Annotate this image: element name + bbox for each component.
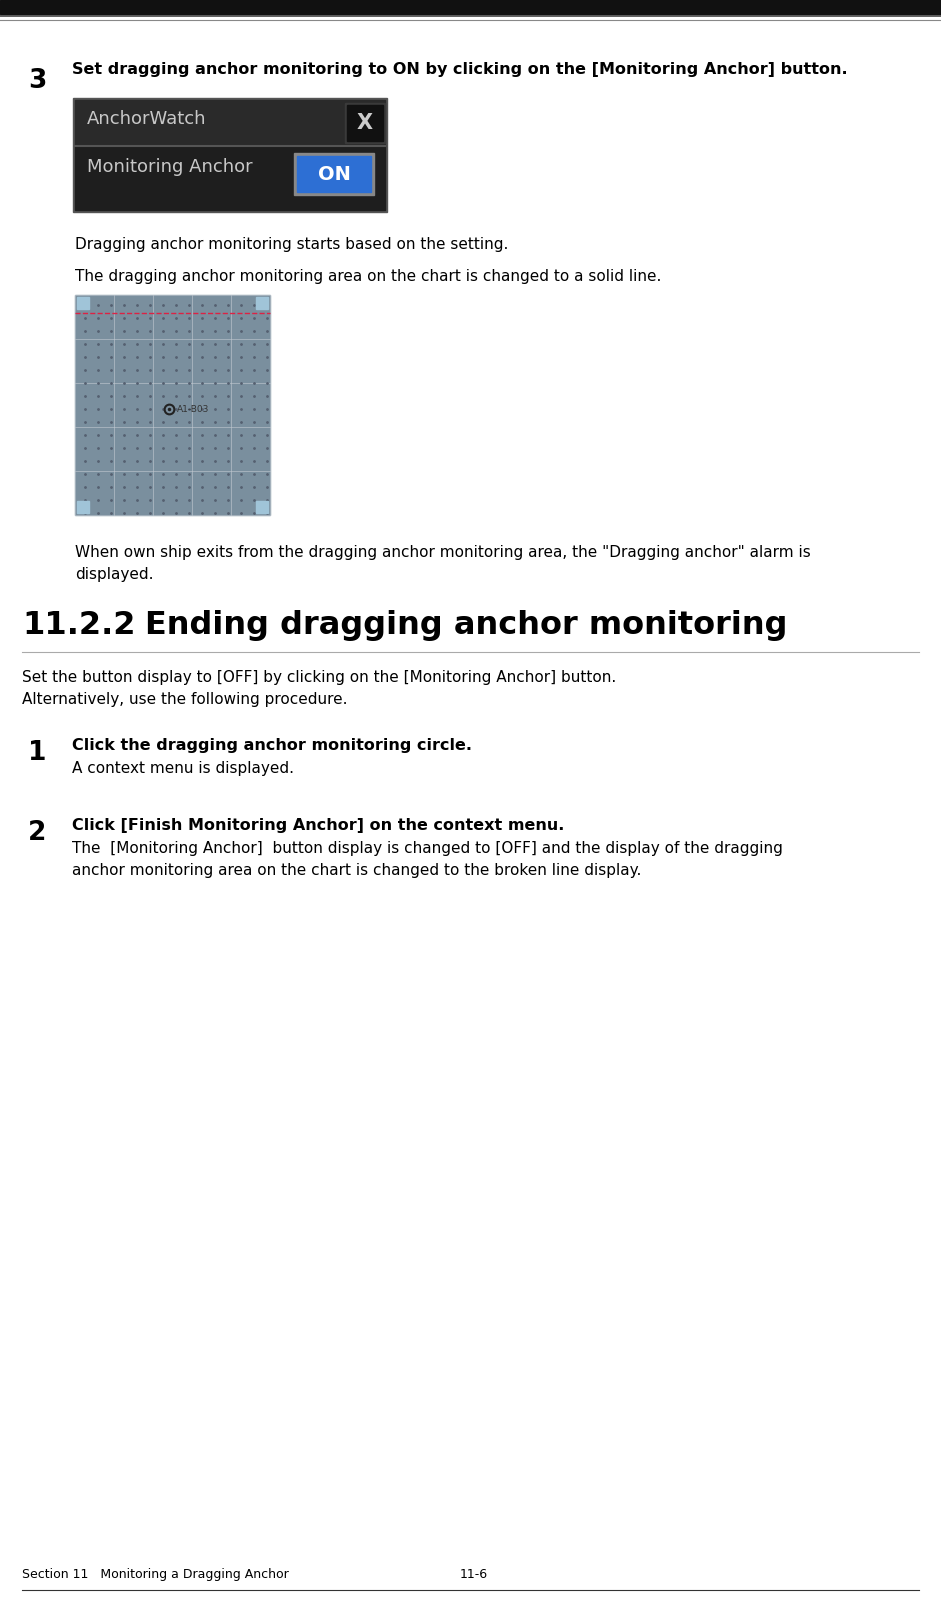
Bar [75,101,385,146]
Text: Set dragging anchor monitoring to ON by clicking on the [Monitoring Anchor] butt: Set dragging anchor monitoring to ON by … [72,62,848,78]
Text: 11-6: 11-6 [460,1568,488,1580]
Text: The  [Monitoring Anchor]  button display is changed to [OFF] and the display of : The [Monitoring Anchor] button display i… [72,841,783,856]
Text: The dragging anchor monitoring area on the chart is changed to a solid line.: The dragging anchor monitoring area on t… [75,269,662,284]
Bar [77,501,89,512]
Bar [345,104,385,143]
Text: displayed.: displayed. [75,567,153,582]
Text: 2: 2 [28,820,46,846]
Text: Dragging anchor monitoring starts based on the setting.: Dragging anchor monitoring starts based … [75,237,508,251]
Text: Monitoring Anchor: Monitoring Anchor [87,157,252,177]
Bar [294,152,374,195]
Bar [77,297,89,310]
Bar [347,105,383,141]
Text: Set the button display to [OFF] by clicking on the [Monitoring Anchor] button.: Set the button display to [OFF] by click… [22,669,616,686]
Text: A1-B03: A1-B03 [177,405,209,413]
Bar [73,97,387,212]
Bar [0,0,941,15]
Text: X: X [357,113,373,133]
Bar [297,156,371,191]
Bar [75,295,270,515]
Text: anchor monitoring area on the chart is changed to the broken line display.: anchor monitoring area on the chart is c… [72,862,642,879]
Text: ON: ON [317,164,350,183]
Bar [75,295,270,515]
Text: A context menu is displayed.: A context menu is displayed. [72,760,294,776]
Text: Click [Finish Monitoring Anchor] on the context menu.: Click [Finish Monitoring Anchor] on the … [72,819,565,833]
Bar [256,501,268,512]
Text: 1: 1 [28,741,46,767]
Text: When own ship exits from the dragging anchor monitoring area, the "Dragging anch: When own ship exits from the dragging an… [75,545,811,559]
Text: Click the dragging anchor monitoring circle.: Click the dragging anchor monitoring cir… [72,738,472,754]
Text: 3: 3 [28,68,46,94]
Text: Alternatively, use the following procedure.: Alternatively, use the following procedu… [22,692,347,707]
Bar [256,297,268,310]
Text: 11.2.2: 11.2.2 [22,609,136,640]
Bar [75,146,385,211]
Text: AnchorWatch: AnchorWatch [87,110,206,128]
Text: Ending dragging anchor monitoring: Ending dragging anchor monitoring [145,609,788,640]
Text: Section 11   Monitoring a Dragging Anchor: Section 11 Monitoring a Dragging Anchor [22,1568,289,1580]
